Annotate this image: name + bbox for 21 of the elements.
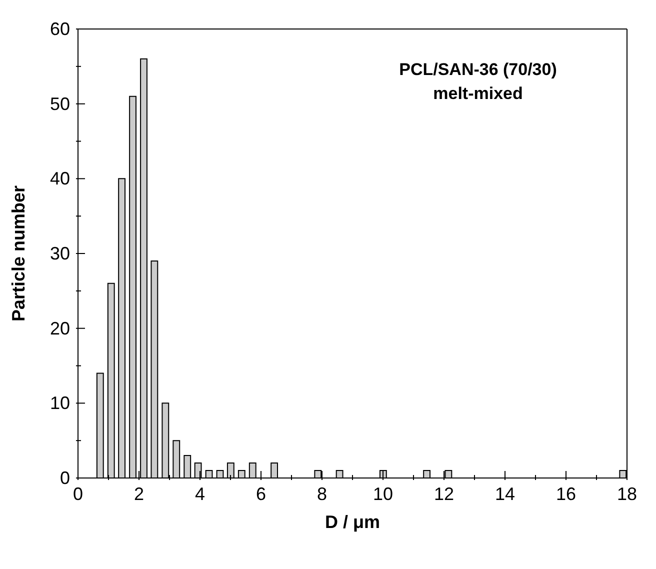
x-tick-label: 16 [556,484,576,504]
x-axis-title: D / μm [324,512,380,532]
x-tick-label: 4 [194,484,206,504]
y-tick-label: 0 [60,468,70,488]
y-axis-title: Particle number [8,185,28,322]
x-tick-label: 0 [72,484,84,504]
x-tick-label: 6 [256,484,266,504]
x-tick-label: 2 [134,484,144,504]
y-tick-label: 10 [50,393,70,414]
x-tick-label: 14 [494,484,516,504]
x-tick-label: 12 [434,484,454,504]
annotation: melt-mixed [432,83,524,105]
y-tick-label: 50 [50,94,70,114]
x-tick-label: 8 [316,484,328,504]
y-tick-label: 60 [50,19,70,39]
x-tick-label: 18 [616,484,638,504]
y-tick-label: 20 [50,318,70,338]
y-tick-label: 40 [50,168,70,189]
y-tick-label: 30 [50,244,70,264]
annotation: PCL/SAN-36 (70/30) [398,59,558,81]
x-tick-label: 10 [372,484,394,504]
